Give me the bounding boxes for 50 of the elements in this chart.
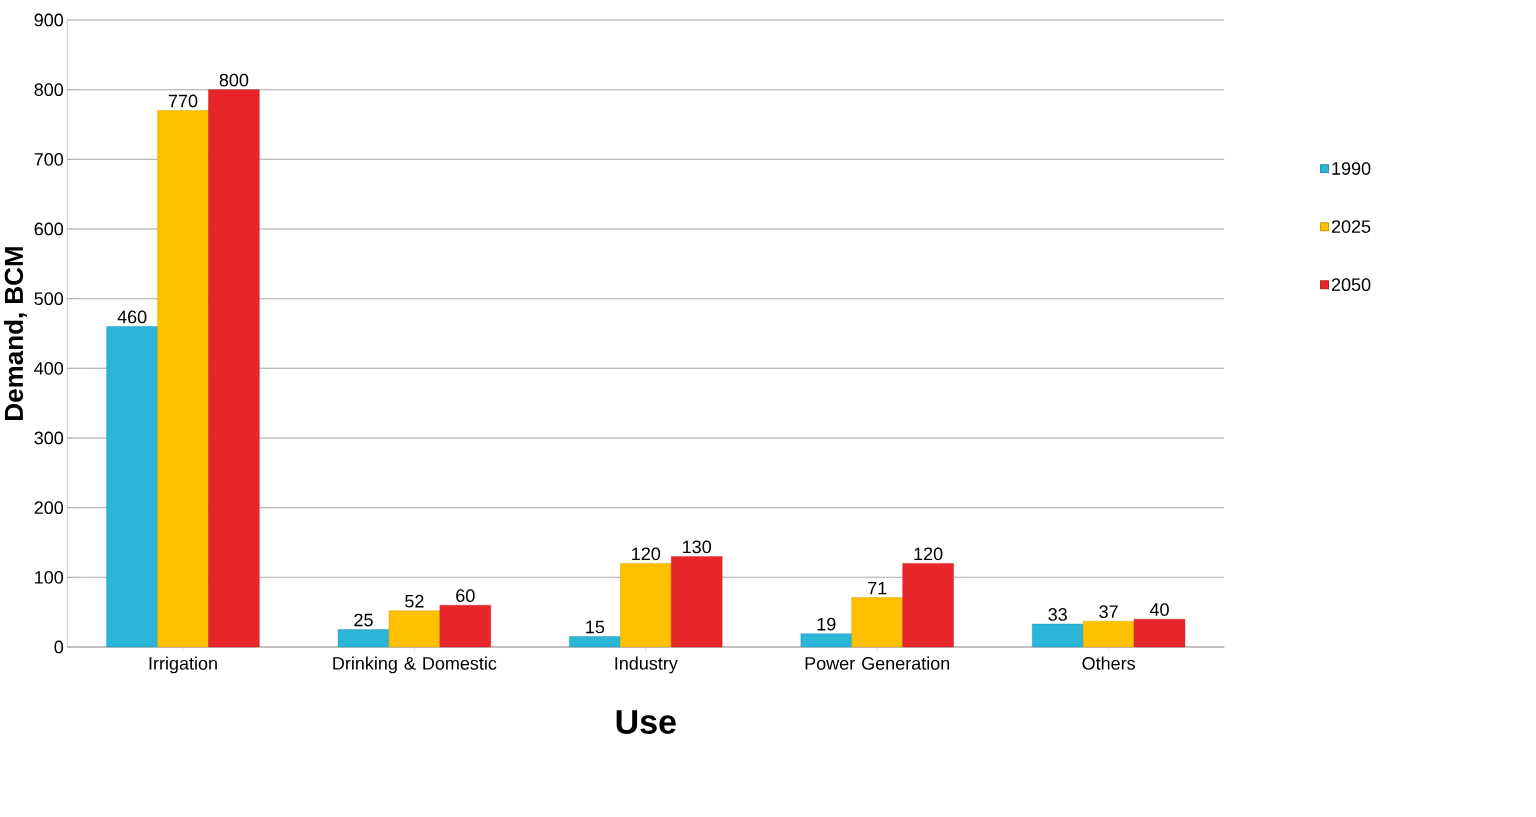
y-tick-label: 900 bbox=[34, 13, 64, 27]
x-tick-label: Others bbox=[1082, 656, 1135, 670]
bar bbox=[569, 636, 621, 648]
y-tick-label: 200 bbox=[34, 501, 64, 515]
x-tick-label: Irrigation bbox=[149, 656, 217, 674]
bar bbox=[157, 110, 209, 648]
data-label: 120 bbox=[914, 547, 943, 561]
data-label: 71 bbox=[868, 581, 887, 595]
y-tick-label: 400 bbox=[34, 361, 64, 375]
bar bbox=[439, 605, 491, 648]
data-label: 460 bbox=[117, 310, 147, 324]
data-label: 52 bbox=[405, 594, 424, 608]
x-axis-title: Use bbox=[616, 710, 676, 734]
data-label: 15 bbox=[586, 620, 605, 634]
bar bbox=[800, 633, 852, 648]
data-label: 19 bbox=[817, 617, 836, 631]
data-label: 770 bbox=[168, 94, 198, 108]
bar bbox=[671, 556, 723, 648]
x-tick-label: Drinking & Domestic bbox=[333, 656, 497, 674]
data-label: 60 bbox=[456, 589, 475, 602]
bar bbox=[208, 89, 260, 648]
data-label: 800 bbox=[219, 73, 249, 87]
y-tick-label: 500 bbox=[34, 292, 64, 306]
bar bbox=[388, 610, 441, 648]
data-label: 25 bbox=[354, 613, 373, 627]
data-label: 120 bbox=[632, 547, 661, 561]
y-tick-label: 300 bbox=[34, 431, 64, 445]
data-label: 33 bbox=[1048, 608, 1067, 621]
x-tick-label: Industry bbox=[615, 656, 678, 674]
y-tick-label: 0 bbox=[54, 640, 64, 654]
legend-label: 2050 bbox=[1331, 278, 1371, 292]
bar bbox=[1133, 618, 1186, 648]
bar bbox=[620, 563, 672, 648]
bar bbox=[851, 597, 903, 648]
y-tick-label: 700 bbox=[34, 152, 64, 166]
y-tick-label: 600 bbox=[34, 222, 64, 236]
bar bbox=[106, 326, 158, 648]
data-label: 37 bbox=[1099, 605, 1118, 619]
bar bbox=[337, 629, 390, 648]
y-axis-title: Demand, BCM bbox=[4, 247, 27, 420]
y-tick-label: 800 bbox=[34, 83, 64, 97]
bar bbox=[1032, 623, 1084, 648]
legend-label: 2025 bbox=[1331, 220, 1371, 233]
legend-label: 1990 bbox=[1332, 162, 1371, 175]
data-label: 40 bbox=[1149, 603, 1169, 616]
data-label: 130 bbox=[683, 540, 712, 554]
bar bbox=[902, 563, 954, 648]
x-tick-label: Power Generation bbox=[805, 656, 950, 670]
y-tick-label: 100 bbox=[35, 570, 64, 584]
bar bbox=[1082, 621, 1135, 648]
